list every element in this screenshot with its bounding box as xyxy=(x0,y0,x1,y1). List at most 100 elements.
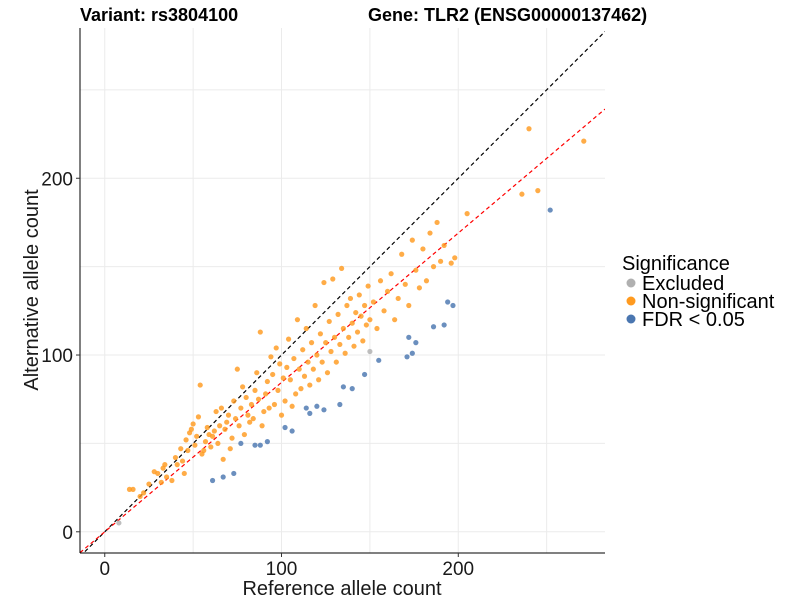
data-point xyxy=(227,446,233,452)
data-point xyxy=(452,255,458,261)
data-point xyxy=(225,412,232,418)
data-point xyxy=(314,403,320,409)
data-point xyxy=(337,401,343,408)
data-point xyxy=(413,267,419,273)
data-point xyxy=(155,470,161,477)
data-point xyxy=(229,435,235,441)
data-point xyxy=(185,447,191,454)
data-point xyxy=(367,317,373,323)
data-point xyxy=(342,350,348,356)
data-point xyxy=(360,338,366,344)
data-point xyxy=(178,446,184,452)
data-point xyxy=(204,424,210,431)
data-point xyxy=(289,403,295,409)
data-point xyxy=(190,421,196,427)
data-point xyxy=(296,366,302,372)
data-point xyxy=(130,486,136,492)
data-point xyxy=(356,292,362,298)
data-point xyxy=(316,377,322,383)
data-point xyxy=(255,396,262,402)
data-point xyxy=(321,279,327,286)
data-point xyxy=(581,138,587,144)
data-point xyxy=(340,384,346,390)
data-point xyxy=(404,354,410,360)
data-point xyxy=(284,364,290,370)
gene-title: Gene: TLR2 (ENSG00000137462) xyxy=(368,5,647,25)
data-point xyxy=(250,416,256,422)
data-point xyxy=(220,456,226,462)
data-point xyxy=(305,359,311,365)
data-point xyxy=(224,419,230,425)
axes xyxy=(79,28,605,554)
data-point xyxy=(231,398,237,404)
data-point xyxy=(310,366,316,372)
data-point xyxy=(291,355,297,362)
y-tick-label: 200 xyxy=(41,169,73,190)
data-point xyxy=(287,377,293,383)
data-point xyxy=(340,325,346,332)
data-point xyxy=(252,442,258,448)
data-point xyxy=(317,331,324,337)
data-point xyxy=(222,426,228,432)
data-point xyxy=(141,490,147,496)
data-point xyxy=(146,481,152,487)
data-point xyxy=(263,391,269,397)
data-point xyxy=(252,387,258,393)
data-point xyxy=(333,359,339,365)
data-point xyxy=(438,258,444,264)
data-point xyxy=(164,474,170,480)
data-point xyxy=(179,458,186,464)
data-point xyxy=(201,447,207,454)
data-point xyxy=(448,260,454,266)
data-point xyxy=(337,341,343,348)
data-point xyxy=(278,412,285,418)
data-point xyxy=(376,357,382,363)
data-point xyxy=(303,405,309,411)
data-point xyxy=(268,354,274,360)
data-point xyxy=(365,283,371,289)
data-point xyxy=(406,334,412,340)
data-point xyxy=(381,308,387,314)
legend-key xyxy=(626,278,636,288)
data-point xyxy=(331,334,338,340)
data-point xyxy=(388,271,394,277)
data-point xyxy=(450,302,456,309)
data-point xyxy=(277,361,283,367)
data-point xyxy=(293,391,299,397)
data-point xyxy=(307,382,313,388)
data-point xyxy=(374,325,380,332)
data-point xyxy=(441,242,447,249)
data-point xyxy=(384,288,391,294)
data-point xyxy=(328,348,334,355)
legend-key xyxy=(626,314,636,324)
data-point xyxy=(323,340,329,346)
data-point xyxy=(238,440,244,447)
data-point xyxy=(169,477,175,484)
data-point xyxy=(526,126,532,132)
data-point xyxy=(236,423,242,429)
data-point xyxy=(192,442,198,448)
data-point xyxy=(351,343,357,349)
data-point xyxy=(413,340,419,346)
data-point xyxy=(218,405,225,411)
data-point xyxy=(416,285,422,291)
data-point xyxy=(303,325,309,332)
data-points xyxy=(116,126,587,526)
data-point xyxy=(395,295,401,302)
data-point xyxy=(282,424,288,431)
legend-label: Excluded xyxy=(642,273,724,295)
data-point xyxy=(247,419,253,425)
data-point xyxy=(312,302,318,309)
data-point xyxy=(238,405,244,411)
data-point xyxy=(257,442,263,448)
data-point xyxy=(301,373,308,379)
legend-label: FDR < 0.05 xyxy=(642,309,745,331)
data-point xyxy=(330,276,336,282)
data-point xyxy=(321,407,327,413)
data-point xyxy=(430,264,437,270)
data-point xyxy=(335,311,341,317)
y-tick-label: 0 xyxy=(62,523,73,544)
data-point xyxy=(275,387,281,393)
data-point xyxy=(358,313,364,319)
data-point xyxy=(271,401,278,408)
